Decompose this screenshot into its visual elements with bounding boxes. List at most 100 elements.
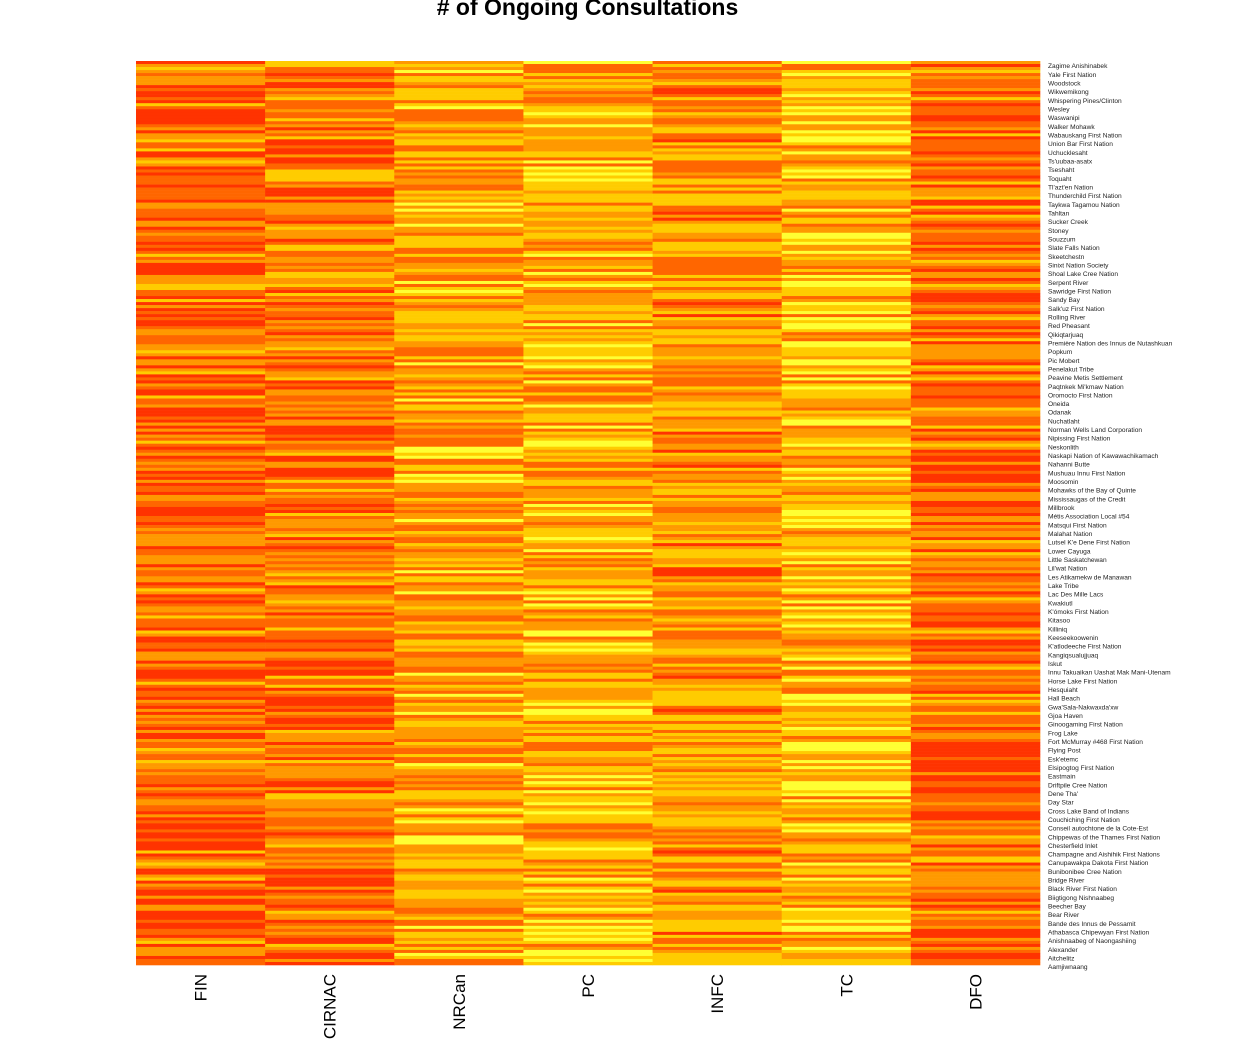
heatmap-cell [652,344,783,348]
heatmap-cell [394,151,524,155]
heatmap-cell [652,127,783,131]
heatmap-cell [523,817,653,821]
heatmap-cell [652,229,783,234]
heatmap-cell [394,175,524,179]
heatmap-cell [781,226,912,231]
heatmap-cell [523,163,653,167]
heatmap-cell [394,708,524,713]
heatmap-cell [136,280,266,285]
heatmap-cell [781,184,912,188]
heatmap-cell [910,766,1041,770]
heatmap-cell [394,588,524,592]
heatmap-cell [265,928,395,933]
heatmap-cell [394,781,524,785]
heatmap-cell [265,760,395,764]
heatmap-cell [394,109,524,113]
heatmap-cell [652,817,783,821]
heatmap-cell [523,594,653,598]
heatmap-cell [910,268,1041,273]
heatmap-cell [781,859,912,863]
heatmap-cell [265,856,395,860]
heatmap-cell [523,811,653,815]
heatmap-cell [781,871,912,875]
heatmap-cell [781,112,912,116]
heatmap-cell [652,642,783,646]
row-label: Bunibonibee Cree Nation [1048,869,1122,876]
heatmap-cell [910,88,1041,92]
heatmap-cell [781,949,912,954]
heatmap-cell [910,883,1041,887]
heatmap-cell [652,139,783,143]
heatmap-cell [136,633,266,637]
heatmap-cell [394,642,524,646]
heatmap-cell [523,907,653,912]
heatmap-cell [136,681,266,686]
heatmap-cell [136,615,266,619]
heatmap-cell [910,660,1041,664]
heatmap-cell [394,714,524,719]
heatmap-cell [394,199,524,203]
heatmap-cell [652,317,783,321]
heatmap-cell [652,383,783,387]
heatmap-cell [265,657,395,661]
heatmap-cell [523,488,653,493]
heatmap-cell [136,913,266,918]
row-label: Lac Des Mille Lacs [1048,592,1104,599]
heatmap-cell [910,238,1041,243]
heatmap-cell [394,612,524,616]
heatmap-cell [910,751,1041,755]
heatmap-cell [136,163,266,167]
heatmap-cell [265,597,395,601]
heatmap-cell [523,338,653,342]
heatmap-cell [523,184,653,188]
heatmap-cell [910,374,1041,378]
heatmap-cell [652,494,783,499]
heatmap-cell [136,323,266,327]
heatmap-cell [523,371,653,375]
heatmap-cell [394,485,524,490]
heatmap-cell [136,636,266,640]
heatmap-cell [394,823,524,827]
heatmap-cell [910,61,1041,65]
heatmap-cell [523,347,653,351]
heatmap-cell [265,274,395,279]
heatmap-cell [265,555,395,559]
heatmap-cell [781,308,912,312]
heatmap-cell [523,606,653,610]
heatmap-cell [781,919,912,924]
heatmap-cell [652,868,783,872]
row-label: Métis Association Local #54 [1048,514,1130,521]
heatmap-cell [523,410,653,414]
heatmap-cell [652,73,783,77]
heatmap-cell [523,681,653,686]
heatmap-cell [910,513,1041,517]
row-label: Shoal Lake Cree Nation [1048,271,1118,278]
heatmap-cell [652,172,783,176]
heatmap-cell [265,112,395,116]
heatmap-cell [781,127,912,131]
heatmap-cell [523,642,653,646]
heatmap-cell [781,591,912,595]
heatmap-cell [910,506,1041,511]
heatmap-cell [652,805,783,809]
heatmap-cell [265,558,395,562]
heatmap-cell [523,265,653,270]
heatmap-cell [652,326,783,330]
heatmap-cell [394,540,524,544]
heatmap-cell [394,386,524,390]
heatmap-cell [781,290,912,294]
heatmap-cell [394,760,524,764]
heatmap-cell [652,389,783,393]
heatmap-cell [265,690,395,695]
heatmap-cell [136,277,266,282]
heatmap-cell [136,946,266,951]
heatmap-cell [394,287,524,291]
heatmap-cell [265,561,395,565]
heatmap-cell [136,458,266,463]
heatmap-cell [523,127,653,131]
heatmap-cell [523,516,653,520]
heatmap-cell [136,332,266,336]
heatmap-cell [265,594,395,598]
heatmap-cell [523,766,653,770]
heatmap-cell [652,672,783,677]
